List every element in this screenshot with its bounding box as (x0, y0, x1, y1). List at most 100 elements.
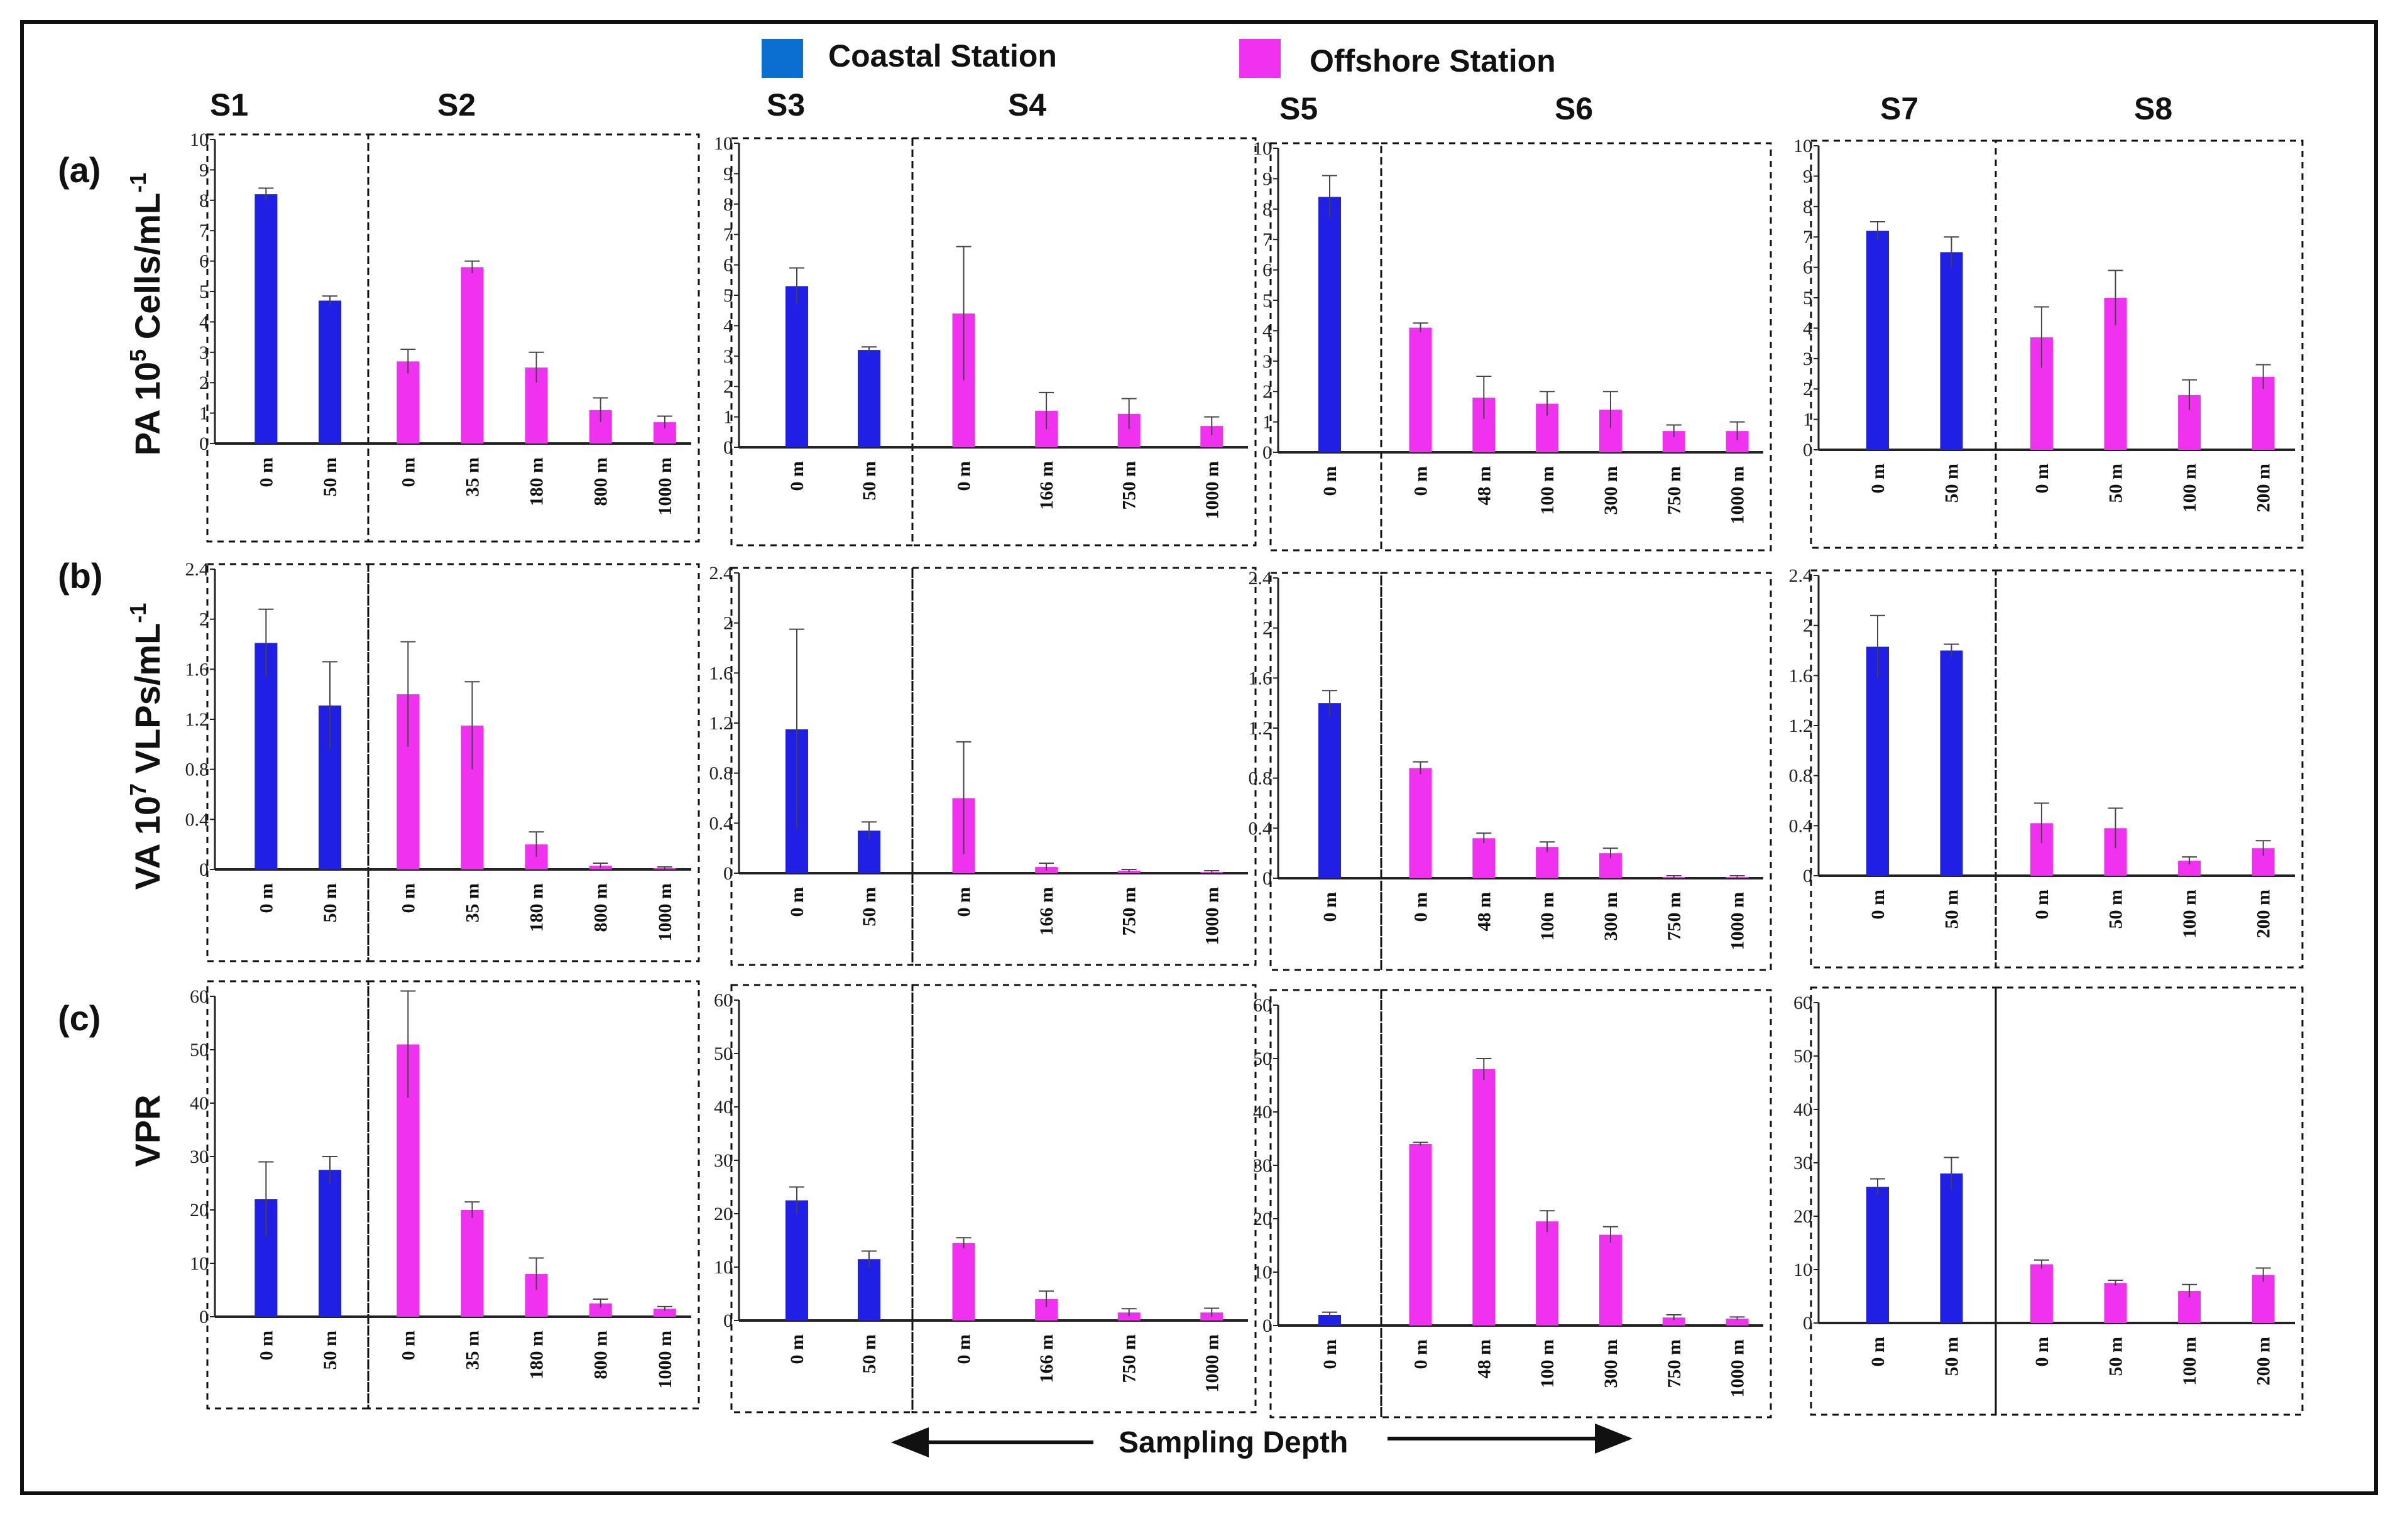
y-tick-label: 1.6 (1789, 665, 1813, 686)
bar-s3 (785, 1200, 808, 1320)
category-label: 50 m (1942, 890, 1962, 929)
category-label: 1000 m (1727, 892, 1748, 950)
category-label: 750 m (1119, 461, 1140, 510)
panel-box-offshore (1995, 986, 2304, 1416)
bar-s6 (1409, 1144, 1432, 1326)
y-tick-label: 0 (1262, 1315, 1272, 1336)
category-label: 0 m (954, 887, 975, 917)
y-tick-label: 30 (1793, 1153, 1812, 1173)
bar-s2 (653, 1309, 676, 1317)
y-tick-label: 7 (1803, 227, 1812, 248)
category-label: 200 m (2253, 464, 2274, 513)
category-label: 180 m (527, 883, 547, 932)
y-tick-label: 2 (1803, 379, 1812, 400)
category-label: 48 m (1474, 1339, 1494, 1379)
bar-s8 (2030, 1264, 2053, 1323)
category-label: 166 m (1036, 887, 1057, 936)
y-tick-label: 30 (1253, 1155, 1272, 1176)
bar-s2 (461, 1210, 484, 1317)
category-label: 750 m (1119, 887, 1140, 936)
y-tick-label: 0 (1262, 442, 1272, 463)
panel-box-offshore (1380, 572, 1772, 971)
y-tick-label: 2.4 (709, 563, 733, 584)
category-label: 0 m (1320, 466, 1340, 496)
station-label-s4: S4 (1008, 87, 1046, 122)
yaxis-title-vpr: VPR (128, 1094, 167, 1167)
station-label-s3: S3 (767, 87, 805, 122)
category-label: 48 m (1474, 892, 1494, 932)
y-tick-label: 0.8 (1249, 768, 1272, 789)
category-label: 0 m (787, 887, 807, 917)
category-label: 1000 m (655, 1331, 676, 1389)
y-tick-label: 50 (714, 1043, 733, 1064)
y-tick-label: 0 (199, 433, 209, 454)
category-label: 50 m (859, 1334, 880, 1374)
bar-s6 (1409, 768, 1432, 878)
y-tick-label: 10 (1793, 1260, 1812, 1280)
y-tick-label: 1 (1262, 412, 1272, 433)
category-label: 48 m (1474, 466, 1494, 506)
y-tick-label: 0 (1803, 866, 1812, 886)
y-tick-label: 2 (1262, 618, 1272, 639)
y-tick-label: 0.8 (1789, 766, 1813, 787)
category-label: 800 m (591, 883, 611, 932)
y-tick-label: 8 (199, 190, 209, 211)
legend-swatch-offshore (1239, 39, 1281, 78)
legend: Coastal Station Offshore Station (762, 38, 1556, 79)
y-tick-label: 5 (1262, 290, 1272, 311)
y-tick-label: 10 (190, 129, 209, 150)
y-tick-label: 40 (190, 1093, 209, 1114)
category-label: 0 m (1320, 1339, 1340, 1369)
category-label: 50 m (2105, 1337, 2126, 1376)
category-label: 0 m (1320, 892, 1340, 922)
y-tick-label: 0 (723, 1310, 733, 1331)
station-label-s1: S1 (210, 87, 248, 122)
y-tick-label: 10 (714, 1257, 733, 1278)
yaxis-title-pa: PA 105 Cells/mL-1 (125, 173, 167, 455)
bar-s5 (1318, 703, 1341, 878)
y-tick-label: 0 (1803, 1313, 1812, 1334)
category-label: 1000 m (1727, 466, 1748, 525)
y-tick-label: 1.6 (1249, 668, 1272, 689)
y-tick-label: 9 (723, 163, 733, 184)
y-tick-label: 8 (1262, 199, 1272, 220)
legend-label-coastal: Coastal Station (828, 38, 1057, 74)
y-tick-label: 10 (1253, 138, 1272, 159)
y-tick-label: 7 (199, 220, 209, 241)
y-tick-label: 4 (723, 315, 733, 336)
panel-box-coastal (1810, 569, 1997, 969)
y-tick-label: 0.4 (709, 813, 733, 834)
y-tick-label: 10 (1793, 136, 1812, 156)
panel-box-offshore (367, 563, 700, 962)
panel-box-coastal (1269, 142, 1382, 552)
row-label-c: (c) (58, 998, 101, 1038)
panel-box-offshore (911, 137, 1257, 547)
y-tick-label: 4 (199, 312, 209, 332)
y-tick-label: 2.4 (1249, 568, 1272, 589)
category-label: 50 m (859, 461, 880, 501)
category-label: 800 m (591, 457, 611, 506)
panel-box-coastal (206, 133, 369, 543)
bar-s4 (1117, 1312, 1141, 1320)
y-tick-label: 3 (723, 346, 733, 367)
category-label: 0 m (954, 461, 975, 491)
bar-s7 (1866, 231, 1889, 450)
bar-s6 (1536, 1221, 1559, 1326)
category-label: 0 m (2032, 464, 2052, 494)
y-tick-label: 0 (199, 859, 209, 880)
category-label: 50 m (2105, 890, 2126, 929)
bar-s3 (785, 286, 808, 447)
legend-swatch-coastal (762, 39, 803, 78)
category-label: 1000 m (1727, 1339, 1748, 1398)
panel-box-offshore (367, 133, 700, 543)
station-label-s8: S8 (2134, 91, 2172, 126)
category-label: 50 m (859, 887, 880, 927)
panel-block: 0 10 20 30 40 50 60 0 m 50 m 0 m 166 m 750 m 1000 m (714, 984, 1257, 1413)
category-label: 0 m (787, 1334, 807, 1364)
panel-box-coastal (1269, 989, 1382, 1418)
y-tick-label: 20 (1253, 1209, 1272, 1229)
y-tick-label: 3 (1803, 349, 1812, 369)
panel-block: 0 0.4 0.8 1.2 1.6 2 2.4 0 m 50 m 0 m 166 m 750 m 100… (709, 563, 1257, 966)
y-tick-label: 7 (723, 224, 733, 245)
